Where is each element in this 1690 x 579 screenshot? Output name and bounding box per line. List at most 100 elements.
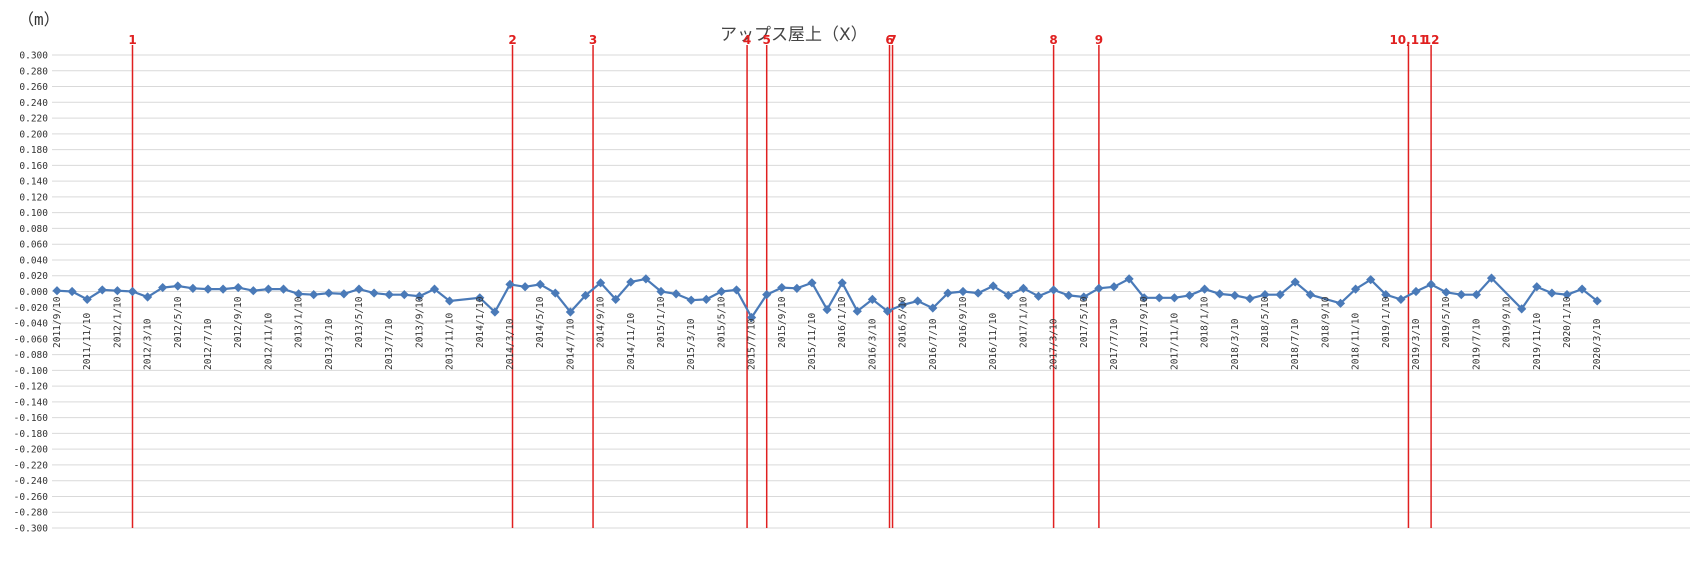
event-marker-label: 2	[508, 33, 516, 47]
data-point	[1049, 285, 1059, 295]
data-point	[218, 284, 228, 294]
y-tick-label: 0.160	[19, 161, 48, 172]
y-tick-label: -0.160	[14, 413, 49, 424]
data-point	[354, 284, 364, 294]
y-tick-label: 0.300	[19, 51, 48, 62]
data-point	[1517, 304, 1527, 314]
x-tick-label: 2014/7/10	[565, 318, 576, 370]
data-point	[248, 286, 258, 296]
data-point	[731, 285, 742, 295]
event-marker-label: 8	[1049, 33, 1057, 47]
data-point	[324, 288, 334, 298]
data-point	[535, 279, 545, 290]
event-marker-label: 7	[888, 33, 896, 47]
y-tick-label: -0.300	[14, 524, 49, 535]
x-tick-label: 2018/3/10	[1230, 318, 1241, 370]
data-point	[1456, 290, 1466, 300]
event-marker-label: 4	[743, 33, 751, 47]
x-tick-label: 2012/7/10	[203, 318, 214, 370]
data-point	[1471, 290, 1481, 300]
data-point	[233, 282, 243, 293]
x-tick-label: 2020/3/10	[1592, 318, 1603, 370]
x-tick-label: 2019/9/10	[1502, 296, 1513, 348]
data-point	[173, 281, 183, 291]
data-point	[1366, 275, 1376, 285]
data-point	[882, 306, 893, 316]
x-tick-label: 2020/1/10	[1562, 296, 1573, 348]
y-tick-label: 0.120	[19, 192, 48, 203]
x-tick-label: 2011/11/10	[82, 313, 93, 370]
x-tick-label: 2015/7/10	[747, 318, 758, 370]
x-tick-label: 2014/9/10	[596, 296, 607, 348]
x-tick-label: 2013/9/10	[414, 296, 425, 348]
x-tick-label: 2012/5/10	[173, 296, 184, 348]
data-point	[1230, 290, 1240, 301]
data-point	[429, 284, 440, 294]
data-point	[898, 300, 908, 310]
y-tick-label: -0.040	[14, 319, 49, 330]
x-tick-label: 2017/1/10	[1018, 296, 1029, 348]
y-tick-label: -0.220	[14, 460, 49, 471]
data-point	[339, 289, 349, 299]
y-tick-label: 0.240	[19, 98, 48, 109]
data-point	[565, 307, 575, 317]
data-point	[1426, 279, 1436, 290]
data-point	[1169, 293, 1179, 303]
data-point	[1335, 298, 1346, 308]
data-point	[505, 279, 515, 290]
x-tick-label: 2014/1/10	[475, 296, 486, 348]
x-tick-label: 2012/9/10	[233, 296, 244, 348]
data-point	[928, 303, 938, 313]
x-tick-label: 2019/1/10	[1381, 296, 1392, 348]
data-point	[1200, 284, 1210, 294]
x-tick-label: 2018/9/10	[1320, 296, 1331, 348]
event-marker-label: 5	[763, 33, 771, 47]
data-point	[580, 290, 591, 301]
y-tick-label: 0.220	[19, 114, 48, 125]
data-point	[97, 285, 107, 295]
data-point	[656, 286, 666, 297]
data-point	[762, 290, 772, 300]
x-tick-label: 2016/1/10	[837, 296, 848, 348]
event-marker-label: 6	[885, 33, 893, 47]
data-point	[596, 278, 606, 288]
data-point	[1305, 290, 1315, 300]
data-point	[1260, 290, 1270, 300]
y-tick-label: -0.060	[14, 334, 49, 345]
x-tick-label: 2016/11/10	[988, 313, 999, 370]
data-point	[188, 283, 198, 293]
x-tick-label: 2014/3/10	[505, 318, 516, 370]
x-tick-label: 2012/3/10	[143, 318, 154, 370]
data-point	[158, 282, 168, 293]
y-tick-label: -0.020	[14, 303, 49, 314]
x-tick-label: 2013/3/10	[324, 318, 335, 370]
x-tick-label: 2012/1/10	[112, 296, 123, 348]
data-point	[1396, 294, 1406, 304]
data-point	[1139, 293, 1149, 303]
data-point	[1381, 290, 1391, 300]
x-tick-label: 2013/5/10	[354, 296, 365, 348]
y-tick-label: -0.180	[14, 429, 49, 440]
x-tick-label: 2015/9/10	[777, 296, 788, 348]
y-tick-label: 0.260	[19, 82, 48, 93]
y-tick-label: -0.240	[14, 476, 49, 487]
y-tick-label: 0.280	[19, 66, 48, 77]
data-point	[112, 286, 122, 296]
y-tick-label: 0.000	[19, 287, 48, 298]
x-tick-label: 2012/11/10	[263, 313, 274, 370]
x-tick-label: 2017/3/10	[1049, 318, 1060, 370]
data-point	[641, 274, 651, 284]
data-point	[626, 277, 636, 287]
data-point	[1124, 274, 1134, 284]
data-point	[943, 288, 953, 298]
x-tick-label: 2016/5/10	[898, 296, 909, 348]
y-tick-label: -0.100	[14, 366, 49, 377]
data-point	[1441, 287, 1451, 297]
event-marker-label: 3	[589, 33, 597, 47]
series-line	[56, 276, 1598, 320]
y-axis-unit-label: （m）	[18, 10, 60, 29]
x-tick-label: 2017/9/10	[1139, 296, 1150, 348]
x-tick-label: 2019/7/10	[1471, 318, 1482, 370]
x-tick-label: 2013/1/10	[294, 296, 305, 348]
